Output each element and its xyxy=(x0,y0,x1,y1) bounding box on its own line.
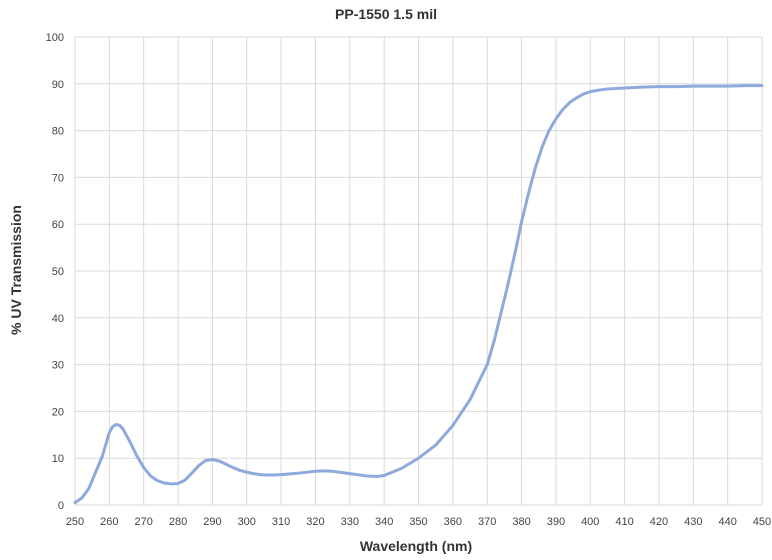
y-tick-label: 90 xyxy=(52,79,64,91)
transmission-line xyxy=(73,84,764,505)
y-tick-label: 0 xyxy=(58,500,64,512)
x-tick-label: 290 xyxy=(203,516,221,528)
x-tick-label: 320 xyxy=(306,516,324,528)
x-tick-label: 410 xyxy=(615,516,633,528)
x-tick-label: 440 xyxy=(718,516,736,528)
x-tick-label: 450 xyxy=(753,516,771,528)
y-tick-label: 80 xyxy=(52,126,64,138)
y-tick-label: 10 xyxy=(52,453,64,465)
y-axis-label: % UV Transmission xyxy=(8,205,24,335)
y-tick-label: 40 xyxy=(52,313,64,325)
x-axis-label: Wavelength (nm) xyxy=(359,538,473,554)
x-tick-label: 250 xyxy=(66,516,84,528)
grid xyxy=(74,36,763,506)
x-tick-label: 380 xyxy=(512,516,530,528)
x-tick-label: 340 xyxy=(375,516,393,528)
x-tick-label: 280 xyxy=(169,516,187,528)
y-tick-label: 70 xyxy=(52,172,64,184)
x-tick-label: 260 xyxy=(100,516,118,528)
x-tick-label: 270 xyxy=(135,516,153,528)
y-tick-label: 20 xyxy=(52,406,64,418)
x-tick-label: 400 xyxy=(581,516,599,528)
x-tick-label: 360 xyxy=(444,516,462,528)
x-tick-label: 350 xyxy=(409,516,427,528)
x-tick-label: 430 xyxy=(684,516,702,528)
x-tick-label: 300 xyxy=(238,516,256,528)
chart-title: PP-1550 1.5 mil xyxy=(335,6,437,22)
x-tick-label: 330 xyxy=(341,516,359,528)
y-tick-label: 60 xyxy=(52,219,64,231)
x-tick-label: 310 xyxy=(272,516,290,528)
y-tick-label: 50 xyxy=(52,266,64,278)
x-tick-label: 390 xyxy=(547,516,565,528)
x-tick-label: 420 xyxy=(650,516,668,528)
y-tick-label: 30 xyxy=(52,360,64,372)
y-axis-ticks: 0 10 20 30 40 50 60 70 80 90 100 xyxy=(46,32,64,512)
x-tick-label: 370 xyxy=(478,516,496,528)
x-axis-ticks: 250 260 270 280 290 300 310 320 330 340 350 360 370 3… xyxy=(66,516,771,528)
y-tick-label: 100 xyxy=(46,32,64,44)
